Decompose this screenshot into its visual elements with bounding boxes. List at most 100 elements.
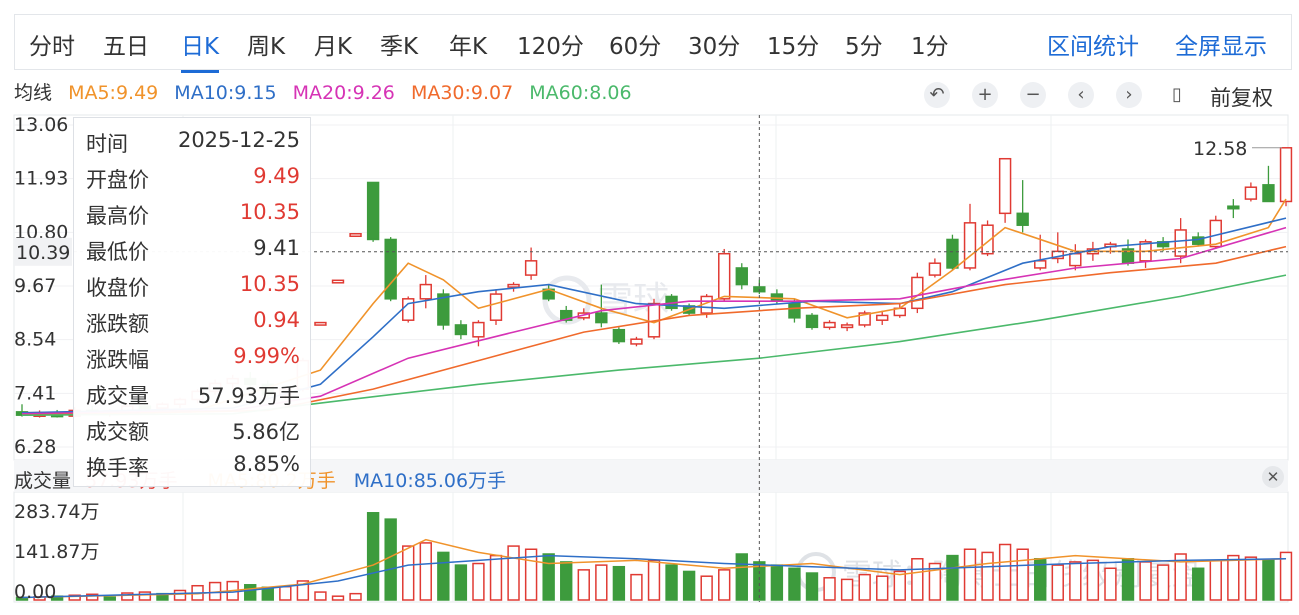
tab-11[interactable]: 5分 <box>845 34 883 60</box>
tooltip-row: 最低价 9.41 <box>86 236 300 270</box>
volume-bar <box>507 545 520 601</box>
close-icon[interactable]: ✕ <box>1262 466 1284 488</box>
volume-bar <box>68 594 81 601</box>
volume-bar <box>647 559 661 601</box>
volume-bar <box>1104 567 1117 601</box>
tab-7[interactable]: 120分 <box>517 34 584 60</box>
volume-tick-label: 141.87万 <box>14 541 99 563</box>
volume-bar <box>331 595 345 601</box>
minus-icon[interactable]: − <box>1020 82 1046 108</box>
volume-bar <box>296 580 310 601</box>
volume-bar <box>998 543 1012 601</box>
tooltip-row: 开盘价 9.49 <box>86 164 300 198</box>
tooltip-key: 换手率 <box>86 456 149 480</box>
ma-legend: 均线 MA5:9.49 MA10:9.15 MA20:9.26 MA30:9.0… <box>14 78 642 106</box>
candle-body <box>402 298 415 321</box>
tab-0[interactable]: 分时 <box>29 34 75 60</box>
candle-body <box>1279 147 1293 203</box>
volume-bar <box>981 551 994 601</box>
volume-bar <box>542 553 555 601</box>
tab-4[interactable]: 月K <box>314 34 353 60</box>
volume-bar <box>244 584 257 601</box>
tab-3[interactable]: 周K <box>247 34 286 60</box>
ma-legend-label: 均线 <box>14 82 53 104</box>
tooltip-row: 最高价 10.35 <box>86 200 300 234</box>
candle-body <box>437 293 450 326</box>
candle-body <box>612 328 626 343</box>
range-stats-button[interactable]: 区间统计 <box>1047 34 1139 60</box>
tooltip-row: 涨跌幅 9.99% <box>86 344 300 378</box>
volume-bar <box>1086 559 1100 601</box>
tab-10[interactable]: 15分 <box>767 34 820 60</box>
candle-body <box>823 321 836 329</box>
volume-bar <box>823 577 836 601</box>
fullscreen-button[interactable]: 全屏显示 <box>1175 34 1267 60</box>
volume-bar <box>419 542 432 601</box>
volume-bar <box>86 593 99 601</box>
tooltip-row: 成交额 5.86亿 <box>86 416 300 450</box>
volume-bar <box>858 573 871 601</box>
volume-bar <box>770 564 784 601</box>
tooltip-row: 成交量 57.93万手 <box>86 380 300 414</box>
volume-bar <box>928 562 942 601</box>
candle-body <box>840 324 854 329</box>
candle-icon[interactable]: ▯ <box>1172 84 1182 105</box>
volume-bar <box>1192 567 1205 601</box>
tab-6[interactable]: 年K <box>449 34 488 60</box>
tooltip-row: 涨跌额 0.94 <box>86 308 300 342</box>
tooltip-row: 收盘价 10.35 <box>86 272 300 306</box>
tab-9[interactable]: 30分 <box>688 34 741 60</box>
watermark-logo <box>542 275 592 325</box>
volume-bar <box>1069 561 1082 601</box>
tooltip-key: 最低价 <box>86 240 149 264</box>
tooltip-key: 开盘价 <box>86 168 149 192</box>
volume-bar <box>560 561 573 601</box>
volume-ma-line-ma5 <box>21 538 1287 599</box>
price-tick-label: 6.28 <box>14 436 56 458</box>
volume-ma-line-ma10 <box>21 554 1287 599</box>
tooltip-value: 8.85% <box>233 452 300 476</box>
chevron-left-icon[interactable]: ‹ <box>1068 82 1094 108</box>
volume-bar <box>595 564 608 601</box>
volume-bar <box>1262 559 1275 601</box>
tooltip-key: 成交额 <box>86 420 149 444</box>
tab-12[interactable]: 1分 <box>911 34 949 60</box>
max-price-label: 12.58 <box>1193 138 1247 160</box>
volume-bar <box>630 573 643 601</box>
candle-body <box>858 312 871 326</box>
volume-bar <box>384 518 397 601</box>
tooltip-key: 最高价 <box>86 204 149 228</box>
tooltip-key: 时间 <box>86 132 128 156</box>
chevron-right-icon[interactable]: › <box>1116 82 1142 108</box>
ma-line-ma20 <box>21 226 1287 415</box>
price-tick-label: 7.41 <box>14 382 56 404</box>
volume-bar <box>946 554 959 601</box>
tooltip-value: 57.93万手 <box>197 384 300 408</box>
tab-1[interactable]: 五日 <box>103 34 149 60</box>
volume-bar <box>173 589 187 601</box>
volume-bar <box>876 575 889 601</box>
volume-bar <box>437 551 450 601</box>
ohlc-tooltip: 时间 2025-12-25 开盘价 9.49 最高价 10.35 最低价 9.41 收盘价 10.… <box>73 117 311 487</box>
tooltip-key: 成交量 <box>86 384 149 408</box>
candle-body <box>1244 186 1258 200</box>
ma60-value: MA60:8.06 <box>529 82 632 104</box>
candle-body <box>1262 184 1275 203</box>
price-adjust-select[interactable]: 前复权 <box>1210 86 1273 110</box>
candle-body <box>1016 212 1029 226</box>
price-tick-label: 11.93 <box>14 168 68 190</box>
tab-2[interactable]: 日K <box>181 27 220 73</box>
volume-bar <box>103 596 116 601</box>
tooltip-value: 10.35 <box>239 272 300 296</box>
ma-line-ma10 <box>21 217 1287 414</box>
plus-icon[interactable]: + <box>972 82 998 108</box>
volume-bar <box>1227 554 1240 601</box>
undo-icon[interactable]: ↶ <box>924 82 950 108</box>
ma-line-ma30 <box>21 245 1287 416</box>
candle-body <box>1174 229 1187 257</box>
tab-5[interactable]: 季K <box>380 34 419 60</box>
tab-8[interactable]: 60分 <box>609 34 662 60</box>
volume-bar <box>314 591 327 601</box>
tooltip-value: 9.99% <box>233 344 300 368</box>
volume-bar <box>279 585 292 601</box>
